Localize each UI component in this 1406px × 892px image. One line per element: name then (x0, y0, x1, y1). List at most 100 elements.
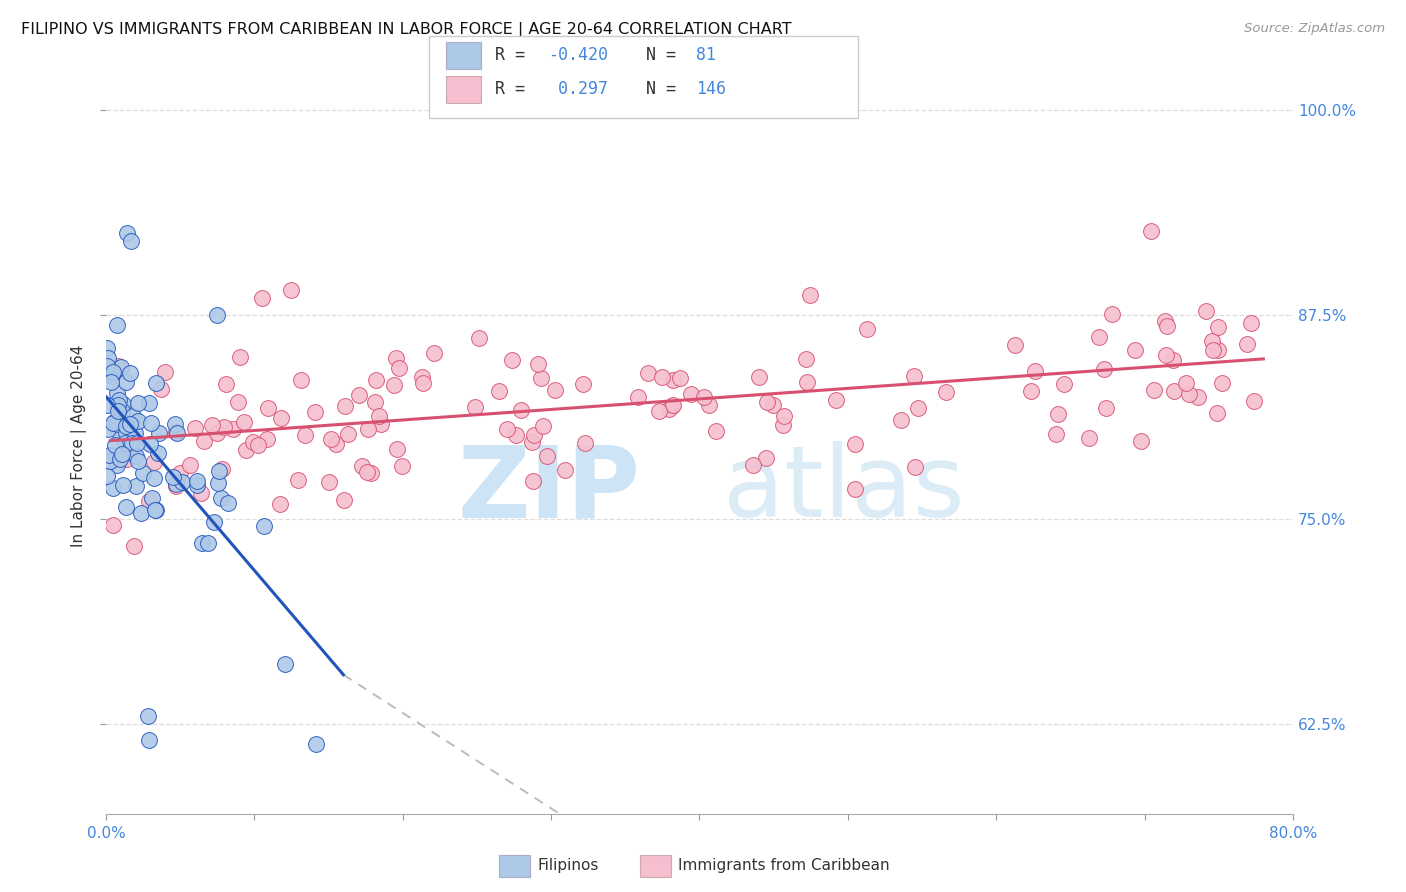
Point (186, 474, 208, 488)
Point (107, 393, 129, 408)
Point (411, 370, 433, 384)
Point (124, 425, 146, 440)
Point (228, 394, 250, 409)
Point (148, 425, 170, 440)
Point (197, 535, 219, 549)
Point (120, 366, 142, 380)
Point (825, 393, 848, 408)
Point (391, 459, 413, 474)
Point (269, 498, 291, 512)
Point (100, 369, 122, 384)
Point (138, 733, 160, 747)
Text: atlas: atlas (723, 442, 965, 538)
Point (280, 283, 302, 297)
Point (101, 481, 124, 495)
Point (1142, 383, 1164, 397)
Point (522, 434, 544, 449)
Point (132, 466, 155, 480)
Point (98, 364, 121, 378)
Point (772, 409, 794, 424)
Point (97, 351, 120, 365)
Point (681, 387, 703, 401)
Point (129, 506, 152, 520)
Point (1092, 362, 1115, 376)
Point (1024, 364, 1046, 378)
Point (1088, 330, 1111, 344)
Point (1129, 434, 1152, 448)
Point (120, 446, 142, 460)
Point (1019, 384, 1042, 398)
Point (574, 436, 596, 450)
Point (242, 434, 264, 449)
Point (165, 479, 187, 493)
Point (202, 516, 225, 530)
Point (108, 416, 131, 430)
Point (1163, 384, 1185, 398)
Text: 0.297: 0.297 (548, 80, 609, 98)
Point (96, 468, 118, 483)
Point (105, 318, 128, 332)
Point (138, 396, 160, 410)
Point (844, 483, 866, 497)
Point (523, 428, 546, 442)
Point (169, 467, 191, 481)
Point (697, 398, 720, 412)
Point (111, 396, 134, 410)
Point (304, 405, 326, 419)
Point (98, 453, 121, 467)
Point (166, 425, 188, 440)
Point (669, 371, 692, 385)
Point (357, 422, 380, 436)
Point (796, 375, 818, 389)
Point (209, 491, 232, 505)
Point (1156, 348, 1178, 362)
Point (333, 493, 356, 508)
Point (522, 474, 544, 488)
Point (907, 401, 929, 415)
Point (1175, 376, 1198, 390)
Text: Source: ZipAtlas.com: Source: ZipAtlas.com (1244, 22, 1385, 36)
Point (935, 384, 957, 399)
Point (205, 426, 228, 441)
Text: N =: N = (626, 80, 686, 98)
Point (662, 398, 685, 412)
Point (100, 375, 122, 389)
Point (505, 428, 527, 442)
Point (1047, 408, 1070, 422)
Point (364, 394, 387, 409)
Point (120, 234, 142, 248)
Point (890, 412, 912, 426)
Point (527, 357, 550, 371)
Point (127, 413, 149, 427)
Point (325, 437, 347, 451)
Point (536, 449, 558, 463)
Point (98, 449, 121, 463)
Point (256, 401, 278, 415)
Point (1095, 401, 1118, 415)
Point (125, 436, 148, 450)
Point (1243, 394, 1265, 409)
Point (183, 421, 205, 435)
Y-axis label: In Labor Force | Age 20-64: In Labor Force | Age 20-64 (72, 344, 87, 547)
Point (1202, 343, 1225, 357)
Point (235, 443, 257, 458)
Point (233, 415, 256, 429)
Point (488, 384, 510, 399)
Point (165, 477, 187, 491)
Point (103, 518, 125, 533)
Point (143, 455, 166, 469)
Point (127, 454, 149, 468)
Point (762, 398, 785, 412)
Point (706, 425, 728, 439)
Point (170, 475, 193, 489)
Point (352, 458, 374, 473)
Point (107, 359, 129, 373)
Point (903, 369, 925, 384)
Point (121, 435, 143, 450)
Point (1161, 353, 1184, 368)
Text: -0.420: -0.420 (548, 46, 609, 64)
Point (364, 373, 387, 387)
Point (143, 503, 166, 517)
Point (217, 496, 239, 510)
Point (1178, 387, 1201, 401)
